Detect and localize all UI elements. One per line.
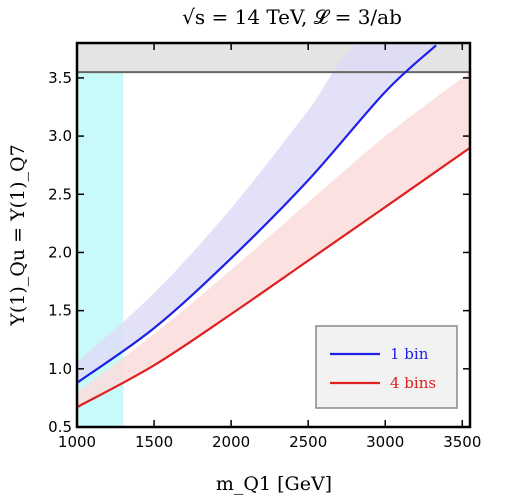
y-tick-label: 2.5 (48, 185, 72, 203)
legend-label-4-bins: 4 bins (390, 374, 436, 392)
legend-box (315, 325, 458, 409)
plot-frame (75, 41, 472, 429)
x-tick-label: 2500 (289, 433, 327, 451)
x-tick-label: 1500 (135, 433, 173, 451)
plot-area (77, 43, 470, 427)
x-tick-label: 3500 (443, 433, 481, 451)
legend: 1 bin 4 bins (315, 325, 458, 409)
x-tick-label: 2000 (212, 433, 250, 451)
x-axis-label: m_Q1 [GeV] (216, 473, 332, 495)
y-tick-label: 2.0 (48, 243, 72, 261)
legend-label-1-bin: 1 bin (390, 345, 429, 363)
band-1-bin (77, 43, 437, 383)
line-1-bin (77, 44, 437, 384)
x-tick-label: 1000 (58, 433, 96, 451)
x-tick-label: 3000 (366, 433, 404, 451)
y-tick-label: 1.5 (48, 302, 72, 320)
line-4-bins (77, 146, 470, 409)
y-tick-label: 3.5 (48, 69, 72, 87)
y-axis-label: Y(1)_Qu = Y(1)_Q7 (7, 144, 29, 326)
band-4-bins (77, 72, 470, 408)
y-tick-label: 3.0 (48, 127, 72, 145)
y-tick-label: 0.5 (48, 418, 72, 436)
chart-title: √s = 14 TeV, 𝓛 = 3/ab (182, 5, 402, 29)
y-tick-label: 1.0 (48, 360, 72, 378)
